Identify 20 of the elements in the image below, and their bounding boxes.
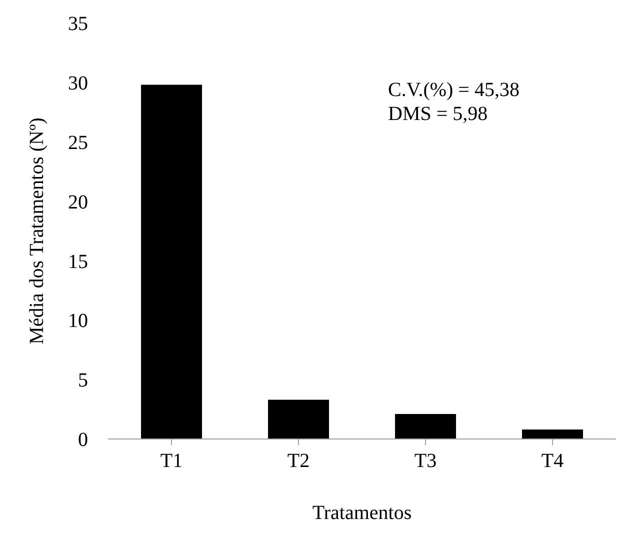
bar xyxy=(522,429,584,439)
y-tick-label: 0 xyxy=(78,429,88,452)
x-tick-label: T4 xyxy=(541,450,564,472)
bar xyxy=(268,400,330,439)
x-tick-label: T1 xyxy=(160,450,183,472)
y-tick-label: 30 xyxy=(68,72,88,95)
annotation: C.V.(%) = 45,38 xyxy=(388,78,520,102)
y-tick-label: 5 xyxy=(78,370,88,392)
x-tick-label: T2 xyxy=(287,450,310,472)
annotation: DMS = 5,98 xyxy=(388,102,489,126)
y-axis-title: Média dos Tratamentos (Nº) xyxy=(26,118,48,344)
y-tick-label: 15 xyxy=(68,250,88,273)
y-tick-label: 10 xyxy=(68,310,88,332)
bar xyxy=(395,414,456,439)
y-tick-label: 35 xyxy=(68,13,88,36)
x-tick-label: T3 xyxy=(414,450,437,472)
y-tick-label: 20 xyxy=(68,191,88,214)
x-axis-title: Tratamentos xyxy=(312,502,412,524)
bar xyxy=(141,84,202,439)
y-tick-label: 25 xyxy=(68,132,88,154)
